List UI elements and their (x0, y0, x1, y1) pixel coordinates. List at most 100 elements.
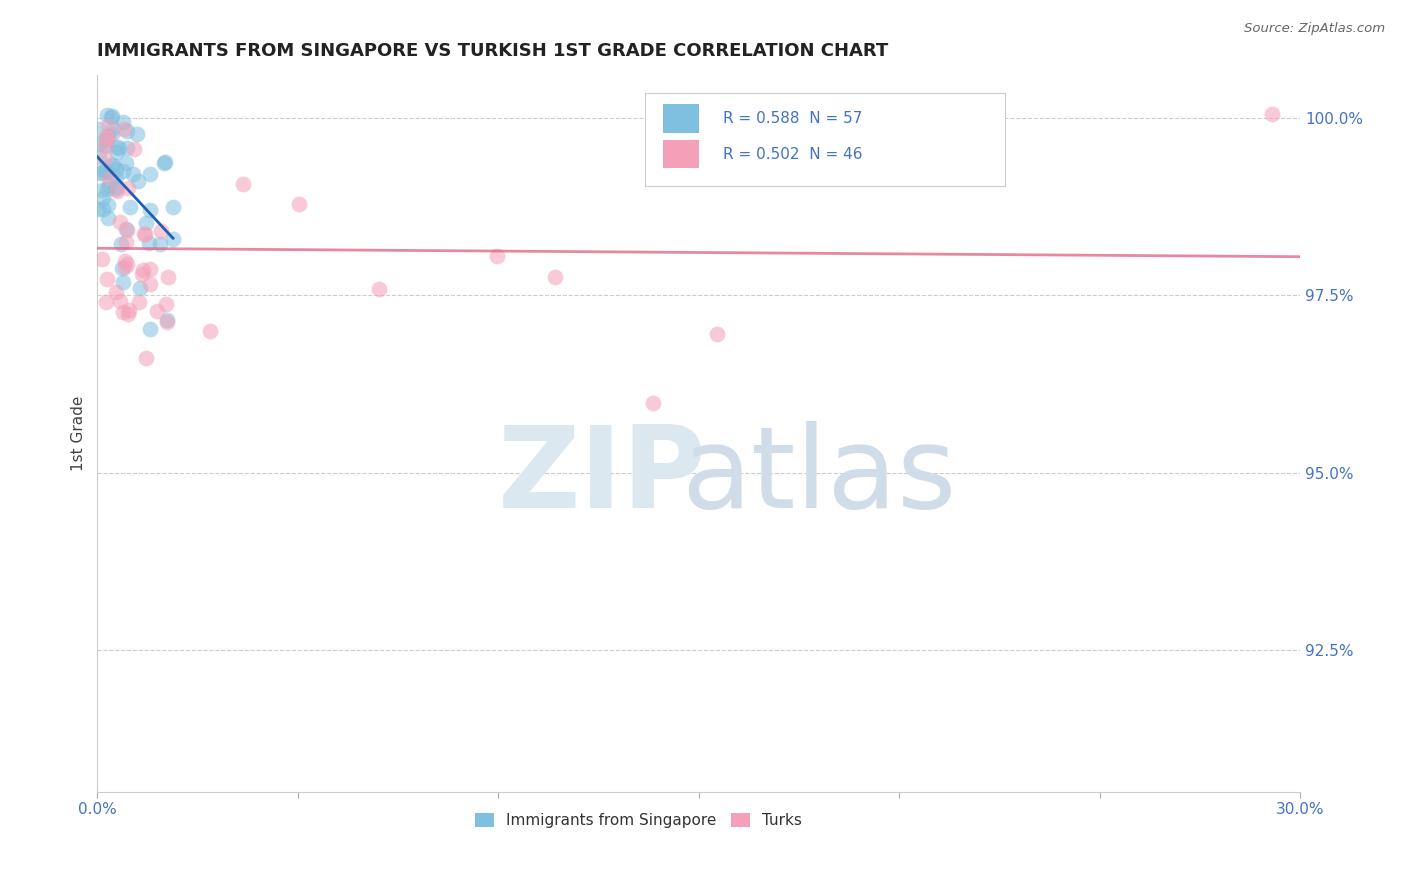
Point (198, 324, 221, 338)
Point (115, 140, 138, 154)
Point (139, 322, 162, 336)
Point (146, 303, 169, 318)
Point (103, 120, 125, 135)
Point (118, 201, 141, 215)
Point (139, 167, 162, 181)
Point (97, 129, 120, 144)
Text: ZIP: ZIP (498, 421, 707, 533)
Point (149, 237, 172, 252)
Point (155, 297, 177, 311)
Y-axis label: 1st Grade: 1st Grade (72, 396, 86, 471)
Point (107, 184, 129, 198)
Point (101, 158, 124, 172)
Point (139, 202, 162, 217)
Point (124, 142, 146, 156)
Text: Source: ZipAtlas.com: Source: ZipAtlas.com (1244, 22, 1385, 36)
Point (115, 124, 138, 138)
Point (114, 260, 136, 274)
Point (111, 163, 134, 178)
Text: IMMIGRANTS FROM SINGAPORE VS TURKISH 1ST GRADE CORRELATION CHART: IMMIGRANTS FROM SINGAPORE VS TURKISH 1ST… (97, 42, 889, 60)
Point (156, 314, 179, 328)
Point (98, 171, 121, 186)
Point (94, 151, 117, 165)
Point (87, 121, 110, 136)
Point (117, 257, 139, 271)
Point (105, 285, 128, 299)
Point (288, 197, 311, 211)
Point (97, 198, 120, 212)
Point (111, 115, 134, 129)
Point (111, 261, 134, 276)
Point (94, 294, 117, 309)
Point (91, 252, 114, 267)
Point (117, 307, 139, 321)
Point (89, 166, 111, 180)
Point (96, 165, 118, 179)
Point (114, 156, 136, 170)
Point (157, 270, 180, 285)
Point (127, 174, 149, 188)
Point (153, 156, 176, 170)
Point (115, 222, 138, 236)
Point (94, 138, 117, 153)
Legend: Immigrants from Singapore, Turks: Immigrants from Singapore, Turks (470, 807, 808, 835)
Point (105, 145, 128, 159)
Point (98, 178, 121, 193)
Point (91, 183, 114, 197)
Text: atlas: atlas (682, 421, 956, 533)
Point (91, 202, 114, 217)
Point (135, 351, 157, 365)
Point (114, 253, 136, 268)
Point (97, 119, 120, 133)
Point (87, 136, 110, 151)
Point (101, 109, 124, 123)
Point (104, 170, 127, 185)
Bar (662, 103, 699, 133)
Point (543, 270, 565, 285)
Point (97, 211, 120, 226)
Point (153, 154, 176, 169)
Point (132, 262, 155, 277)
Point (108, 293, 131, 308)
Point (112, 304, 135, 318)
Point (96, 182, 118, 196)
Point (131, 267, 153, 281)
Point (96, 108, 118, 122)
Point (105, 180, 128, 194)
Point (87, 202, 110, 216)
Point (367, 282, 389, 296)
Bar (662, 140, 699, 169)
Point (97, 131, 120, 145)
Point (156, 312, 179, 326)
Point (134, 227, 156, 241)
Point (96, 272, 118, 286)
Point (111, 276, 134, 290)
Point (132, 227, 155, 241)
Point (112, 122, 135, 136)
Point (162, 200, 184, 214)
Point (135, 216, 157, 230)
Point (96, 133, 118, 147)
Point (138, 235, 160, 250)
FancyBboxPatch shape (644, 93, 1005, 186)
Point (162, 232, 184, 246)
Point (104, 182, 127, 196)
Point (108, 215, 131, 229)
Point (232, 177, 254, 191)
Point (100, 158, 122, 172)
Point (641, 395, 664, 409)
Point (91, 190, 114, 204)
Point (105, 162, 128, 177)
Point (128, 294, 150, 309)
Point (101, 127, 124, 141)
Point (100, 110, 122, 124)
Point (127, 127, 149, 141)
Point (128, 281, 150, 295)
Point (122, 167, 145, 181)
Point (117, 181, 139, 195)
Point (90, 164, 112, 178)
Point (108, 141, 131, 155)
Point (149, 224, 172, 238)
Point (139, 262, 162, 277)
Point (87, 150, 110, 164)
